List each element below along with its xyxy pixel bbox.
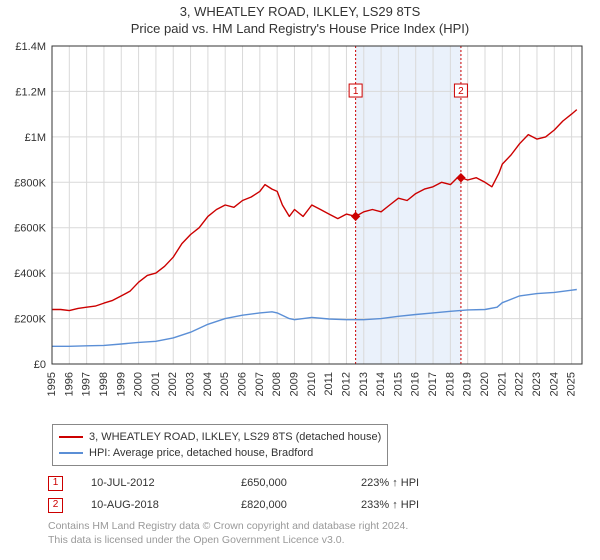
svg-text:£0: £0 <box>34 359 46 371</box>
svg-text:£400K: £400K <box>14 268 46 280</box>
svg-text:2020: 2020 <box>479 372 491 396</box>
svg-text:2008: 2008 <box>271 372 283 396</box>
svg-text:1: 1 <box>353 86 359 97</box>
svg-text:£200K: £200K <box>14 314 46 326</box>
svg-text:1998: 1998 <box>98 372 110 396</box>
marker-row: 210-AUG-2018£820,000233% ↑ HPI <box>48 494 580 516</box>
svg-text:2015: 2015 <box>392 372 404 396</box>
svg-text:£600K: £600K <box>14 223 46 235</box>
markers-table: 110-JUL-2012£650,000223% ↑ HPI210-AUG-20… <box>48 472 580 516</box>
footer-line-1: Contains HM Land Registry data © Crown c… <box>48 520 580 534</box>
svg-text:2: 2 <box>458 86 464 97</box>
marker-price: £650,000 <box>241 477 361 489</box>
legend-row: HPI: Average price, detached house, Brad… <box>59 445 381 461</box>
svg-text:1996: 1996 <box>63 372 75 396</box>
legend: 3, WHEATLEY ROAD, ILKLEY, LS29 8TS (deta… <box>52 424 388 466</box>
svg-text:2004: 2004 <box>202 372 214 396</box>
footer-line-2: This data is licensed under the Open Gov… <box>48 534 580 548</box>
svg-text:£1.4M: £1.4M <box>15 41 46 53</box>
marker-badge: 1 <box>48 476 63 491</box>
titles: 3, WHEATLEY ROAD, ILKLEY, LS29 8TS Price… <box>0 0 600 38</box>
marker-badge: 2 <box>48 498 63 513</box>
title-address: 3, WHEATLEY ROAD, ILKLEY, LS29 8TS <box>0 4 600 19</box>
svg-text:2006: 2006 <box>237 372 249 396</box>
svg-text:1995: 1995 <box>46 372 58 396</box>
chart-svg: £0 £200K £400K £600K £800K £1M £1.2M £1.4M 1995 1… <box>0 38 600 418</box>
marker-date: 10-JUL-2012 <box>63 477 241 489</box>
svg-text:2018: 2018 <box>444 372 456 396</box>
svg-text:2002: 2002 <box>167 372 179 396</box>
marker-date: 10-AUG-2018 <box>63 499 241 511</box>
title-subtitle: Price paid vs. HM Land Registry's House … <box>0 21 600 36</box>
legend-label: 3, WHEATLEY ROAD, ILKLEY, LS29 8TS (deta… <box>89 429 381 445</box>
svg-text:2012: 2012 <box>340 372 352 396</box>
legend-label: HPI: Average price, detached house, Brad… <box>89 445 313 461</box>
chart-card: 3, WHEATLEY ROAD, ILKLEY, LS29 8TS Price… <box>0 0 600 560</box>
svg-text:£1.2M: £1.2M <box>15 86 46 98</box>
svg-text:2007: 2007 <box>254 372 266 396</box>
svg-text:1999: 1999 <box>115 372 127 396</box>
svg-text:2009: 2009 <box>288 372 300 396</box>
svg-text:2016: 2016 <box>410 372 422 396</box>
chart: £0 £200K £400K £600K £800K £1M £1.2M £1.4M 1995 1… <box>0 38 600 418</box>
svg-text:2017: 2017 <box>427 372 439 396</box>
marker-delta: 233% ↑ HPI <box>361 499 511 511</box>
svg-text:2021: 2021 <box>496 372 508 396</box>
legend-swatch <box>59 436 83 438</box>
marker-delta: 223% ↑ HPI <box>361 477 511 489</box>
svg-text:1997: 1997 <box>81 372 93 396</box>
svg-text:2013: 2013 <box>358 372 370 396</box>
svg-text:2023: 2023 <box>531 372 543 396</box>
svg-text:2005: 2005 <box>219 372 231 396</box>
legend-row: 3, WHEATLEY ROAD, ILKLEY, LS29 8TS (deta… <box>59 429 381 445</box>
svg-text:£800K: £800K <box>14 177 46 189</box>
svg-text:2024: 2024 <box>548 372 560 396</box>
svg-text:2022: 2022 <box>514 372 526 396</box>
svg-text:2010: 2010 <box>306 372 318 396</box>
marker-price: £820,000 <box>241 499 361 511</box>
svg-text:£1M: £1M <box>25 132 46 144</box>
svg-text:2014: 2014 <box>375 372 387 396</box>
svg-text:2011: 2011 <box>323 372 335 396</box>
svg-text:2003: 2003 <box>185 372 197 396</box>
svg-text:2001: 2001 <box>150 372 162 396</box>
marker-row: 110-JUL-2012£650,000223% ↑ HPI <box>48 472 580 494</box>
svg-text:2000: 2000 <box>133 372 145 396</box>
svg-text:2025: 2025 <box>566 372 578 396</box>
footer: Contains HM Land Registry data © Crown c… <box>48 520 580 547</box>
svg-text:2019: 2019 <box>462 372 474 396</box>
legend-swatch <box>59 452 83 454</box>
